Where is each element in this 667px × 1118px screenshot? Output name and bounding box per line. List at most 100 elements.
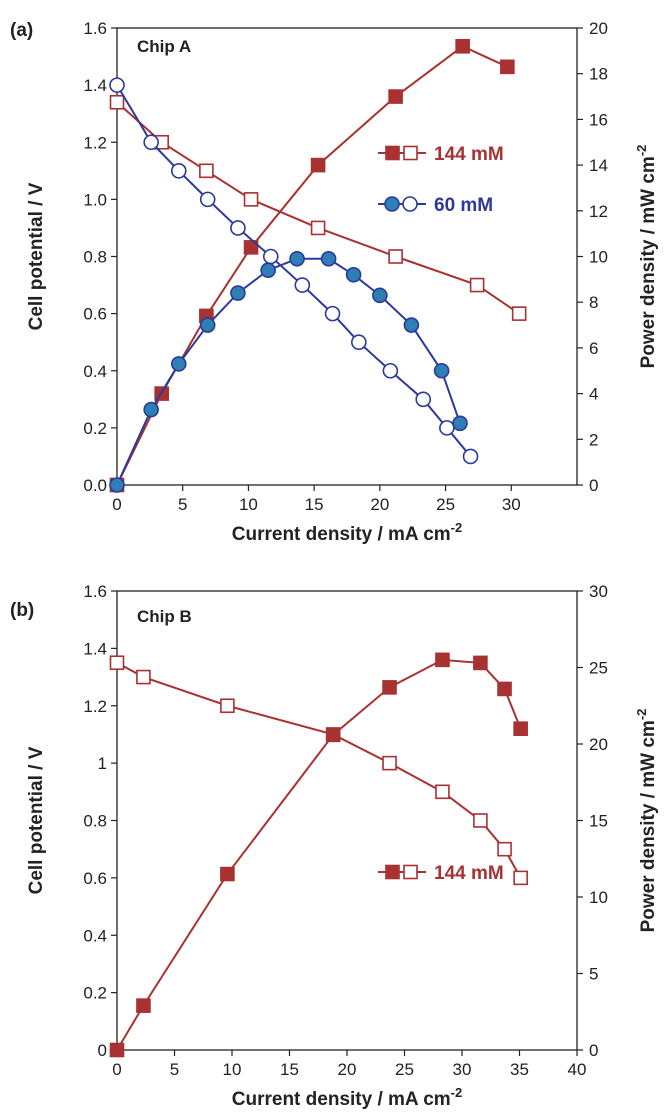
y-left-tick-label: 1.2: [83, 697, 107, 716]
y-right-tick-label: 10: [589, 888, 608, 907]
voltage-point: [324, 305, 341, 322]
y-left-tick-label: 1: [98, 754, 107, 773]
x-axis-title: Current density / mA cm-2: [232, 520, 462, 545]
power-point: [452, 415, 468, 432]
y-right-tick-label: 2: [589, 430, 598, 449]
series-60-mm: [109, 77, 479, 493]
y-left-tick-label: 0.8: [83, 248, 107, 267]
y-right-axis-title: Power density / mW cm-2: [634, 145, 659, 369]
voltage-curve: [116, 101, 520, 315]
power-point: [455, 38, 470, 54]
x-axis-title: Current density / mA cm-2: [232, 1085, 462, 1110]
legend-marker-open: [403, 864, 418, 880]
voltage-point: [388, 249, 403, 264]
y-right-tick-label: 10: [589, 248, 608, 267]
legend-marker-open: [402, 196, 418, 212]
power-point: [143, 401, 159, 418]
y-right-tick-label: 0: [589, 1041, 598, 1060]
power-point: [473, 655, 488, 671]
power-curve: [116, 257, 461, 486]
x-axis-title-text: Current density / mA cm: [232, 524, 451, 545]
voltage-point: [351, 334, 367, 350]
power-point: [513, 721, 528, 737]
power-point: [500, 59, 515, 75]
y-right-tick-label: 14: [589, 156, 608, 175]
x-axis-title-superscript: -2: [451, 1085, 463, 1100]
y-left-tick-label: 0: [98, 1041, 107, 1060]
chart-panel-b: 0 5 10 15 20 25 30 35 4000.20.40.60.811.21.41.60…: [10, 582, 659, 1110]
power-point: [109, 1042, 125, 1058]
y-right-tick-label: 30: [589, 582, 608, 601]
power-point: [382, 680, 397, 695]
plot-frame: [116, 27, 578, 486]
y-left-axis-title: Cell potential / V: [26, 746, 47, 894]
power-point: [220, 866, 235, 882]
y-right-tick-label: 5: [589, 965, 598, 984]
legend-label: 144 mM: [434, 144, 504, 165]
voltage-point: [439, 420, 455, 436]
y-right-tick-label: 4: [589, 385, 598, 404]
y-right-tick-label: 25: [589, 659, 608, 678]
power-point: [170, 356, 187, 372]
x-tick-label: 25: [436, 495, 455, 514]
panel-tag: (a): [10, 20, 33, 41]
x-tick-label: 25: [395, 1060, 414, 1079]
legend-marker-filled: [384, 196, 400, 212]
y-left-tick-label: 0.6: [83, 869, 107, 888]
voltage-point: [243, 192, 259, 207]
power-point: [289, 250, 305, 267]
y-left-tick-label: 1.6: [83, 582, 107, 601]
voltage-point: [262, 248, 279, 265]
y-left-tick-label: 0.2: [83, 984, 107, 1003]
y-right-tick-label: 12: [589, 202, 608, 221]
x-tick-label: 10: [223, 1060, 242, 1079]
voltage-point: [109, 77, 125, 93]
y-right-tick-label: 18: [589, 65, 608, 84]
y-right-axis-title-text: Power density / mW cm: [638, 156, 659, 368]
y-left-tick-label: 1.2: [83, 133, 107, 152]
voltage-point: [511, 306, 527, 321]
x-tick-label: 5: [178, 495, 187, 514]
power-point: [403, 317, 420, 333]
x-tick-label: 30: [453, 1060, 472, 1079]
y-left-tick-label: 0.8: [83, 812, 107, 831]
chip-label: Chip B: [137, 607, 192, 626]
voltage-point: [310, 220, 326, 236]
power-point: [109, 477, 125, 493]
y-left-tick-label: 0.4: [83, 362, 107, 381]
x-tick-label: 35: [510, 1060, 529, 1079]
y-right-tick-label: 15: [589, 812, 608, 831]
y-right-axis-title-superscript: -2: [634, 145, 649, 157]
chart-panel-a: 0 5 10 15 20 25 30 0.0 0.2 0.4 0.6 0.8 1.0 1.2 1.4 1.6 0…: [10, 19, 659, 545]
voltage-point: [435, 784, 450, 800]
power-point: [230, 285, 246, 301]
voltage-point: [294, 277, 311, 293]
voltage-point: [109, 94, 125, 110]
power-point: [388, 89, 403, 104]
voltage-point: [513, 870, 528, 886]
legend-entry: 60 mM: [378, 195, 493, 216]
power-point: [372, 287, 388, 304]
power-curve: [116, 45, 508, 486]
x-tick-label: 0: [112, 1060, 121, 1079]
legend-label: 60 mM: [434, 195, 493, 216]
y-right-tick-label: 0: [589, 476, 598, 495]
voltage-point: [199, 191, 216, 208]
y-right-tick-label: 20: [589, 19, 608, 38]
power-point: [136, 998, 151, 1013]
power-point: [320, 250, 337, 267]
legend-label: 144 mM: [434, 863, 504, 884]
y-right-tick-label: 6: [589, 339, 598, 358]
series-144-mm: [109, 652, 528, 1058]
power-point: [497, 681, 512, 697]
plot-frame: [116, 590, 578, 1051]
y-right-axis-title: Power density / mW cm-2: [634, 709, 659, 933]
x-tick-label: 40: [568, 1060, 587, 1079]
chip-label: Chip A: [137, 37, 191, 56]
x-tick-label: 10: [239, 495, 258, 514]
y-left-tick-label: 0.4: [83, 926, 107, 945]
voltage-point: [109, 655, 125, 671]
x-tick-label: 0: [112, 495, 121, 514]
y-right-axis-title-superscript: -2: [634, 709, 649, 721]
voltage-point: [170, 163, 187, 179]
